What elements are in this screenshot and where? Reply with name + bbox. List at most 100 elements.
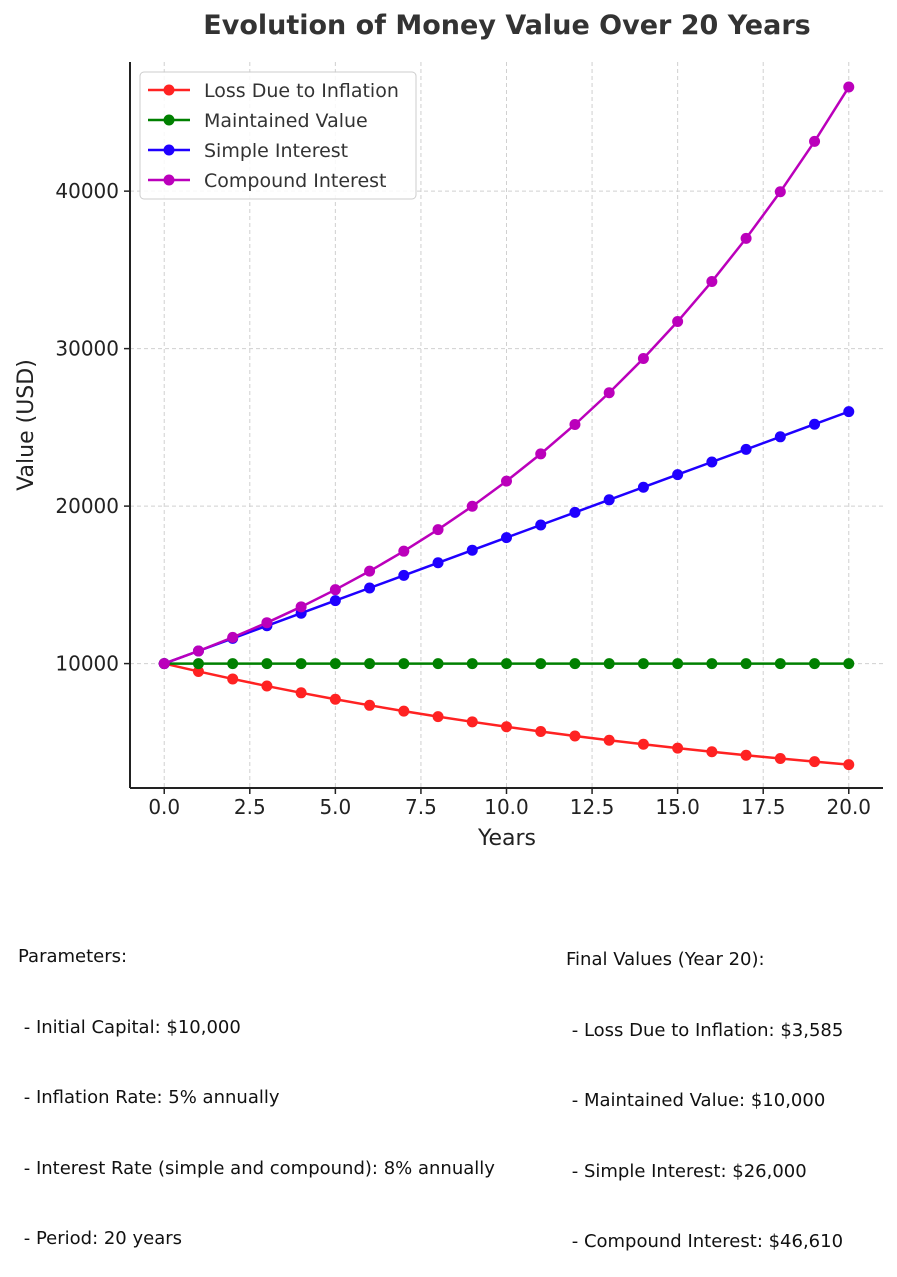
y-tick-label: 30000 [55,337,119,361]
data-point [398,545,410,557]
parameter-interest-rate: - Interest Rate (simple and compound): 8… [18,1157,495,1179]
data-point [706,746,718,758]
data-point [466,500,478,512]
legend-label: Simple Interest [204,140,348,162]
data-point [569,506,581,518]
data-point [261,658,273,670]
data-point [740,749,752,761]
data-point [398,705,410,717]
data-point [774,431,786,443]
data-point [603,494,615,506]
y-tick-label: 20000 [55,494,119,518]
series-loss-due-to-inflation [158,658,855,771]
x-tick-label: 12.5 [570,795,615,819]
data-point [774,186,786,198]
y-axis-ticks: 10000 20000 30000 40000 [55,179,130,676]
data-point [706,276,718,288]
x-tick-label: 20.0 [827,795,872,819]
final-value-simple: - Simple Interest: $26,000 [566,1160,807,1182]
data-point [501,532,512,544]
parameter-initial-capital: - Initial Capital: $10,000 [18,1016,241,1038]
data-point [158,658,170,670]
data-point [261,617,273,629]
data-point [706,456,718,468]
x-tick-label: 17.5 [741,795,786,819]
final-values-notes: Final Values (Year 20): - Loss Due to In… [566,901,843,1277]
data-point [569,418,581,430]
x-tick-label: 2.5 [234,795,266,819]
final-value-inflation: - Loss Due to Inflation: $3,585 [566,1019,844,1041]
data-point [672,469,684,481]
parameter-inflation-rate: - Inflation Rate: 5% annually [18,1087,280,1108]
y-tick-label: 40000 [55,179,119,203]
data-point [329,658,341,670]
data-point [501,475,512,487]
data-point [295,601,307,613]
legend-item: Simple Interest [148,140,348,162]
data-point [672,658,684,670]
legend-swatch-marker [163,114,175,126]
data-point [603,734,615,746]
data-point [192,658,204,670]
line-chart: Evolution of Money Value Over 20 Years 0… [14,10,883,851]
data-point [364,699,376,711]
series-compound-interest [158,81,855,670]
data-point [192,665,204,677]
legend-swatch-marker [163,84,175,96]
data-point [227,658,239,670]
x-tick-label: 15.0 [655,795,700,819]
data-point [432,524,444,536]
data-point [364,658,376,670]
series-layer [158,81,855,771]
data-point [466,716,478,728]
final-value-compound: - Compound Interest: $46,610 [566,1231,844,1252]
data-point [501,658,512,670]
data-point [261,680,273,692]
data-point [535,658,547,670]
data-point [227,673,239,685]
data-point [535,519,547,531]
data-point [295,687,307,699]
data-point [843,406,855,418]
data-point [329,595,341,607]
data-point [192,645,204,657]
data-point [295,658,307,670]
legend-item: Compound Interest [148,170,387,192]
data-point [364,565,376,577]
data-point [672,316,684,328]
data-point [398,658,410,670]
data-point [843,759,855,771]
y-axis-label: Value (USD) [14,359,39,491]
data-point [809,756,821,768]
data-point [603,658,615,670]
data-point [329,584,341,596]
data-point [809,418,821,430]
data-point [706,658,718,670]
parameters-heading: Parameters: [18,946,128,967]
data-point [740,232,752,244]
parameters-notes: Parameters: - Initial Capital: $10,000 -… [18,898,495,1274]
data-point [603,387,615,399]
data-point [774,753,786,765]
data-point [843,658,855,670]
y-tick-label: 10000 [55,652,119,676]
data-point [364,582,376,594]
data-point [432,711,444,723]
series-maintained-value [158,658,855,670]
data-point [637,353,649,365]
legend-item: Loss Due to Inflation [148,80,399,102]
x-tick-label: 7.5 [405,795,437,819]
data-point [432,658,444,670]
data-point [535,725,547,737]
legend-swatch-marker [163,144,175,156]
x-tick-label: 10.0 [484,795,529,819]
data-point [501,721,512,733]
data-point [809,135,821,147]
data-point [843,81,855,93]
data-point [740,443,752,455]
data-point [466,658,478,670]
legend-label: Maintained Value [204,110,368,132]
final-values-heading: Final Values (Year 20): [566,949,765,970]
data-point [466,544,478,556]
data-point [398,569,410,581]
